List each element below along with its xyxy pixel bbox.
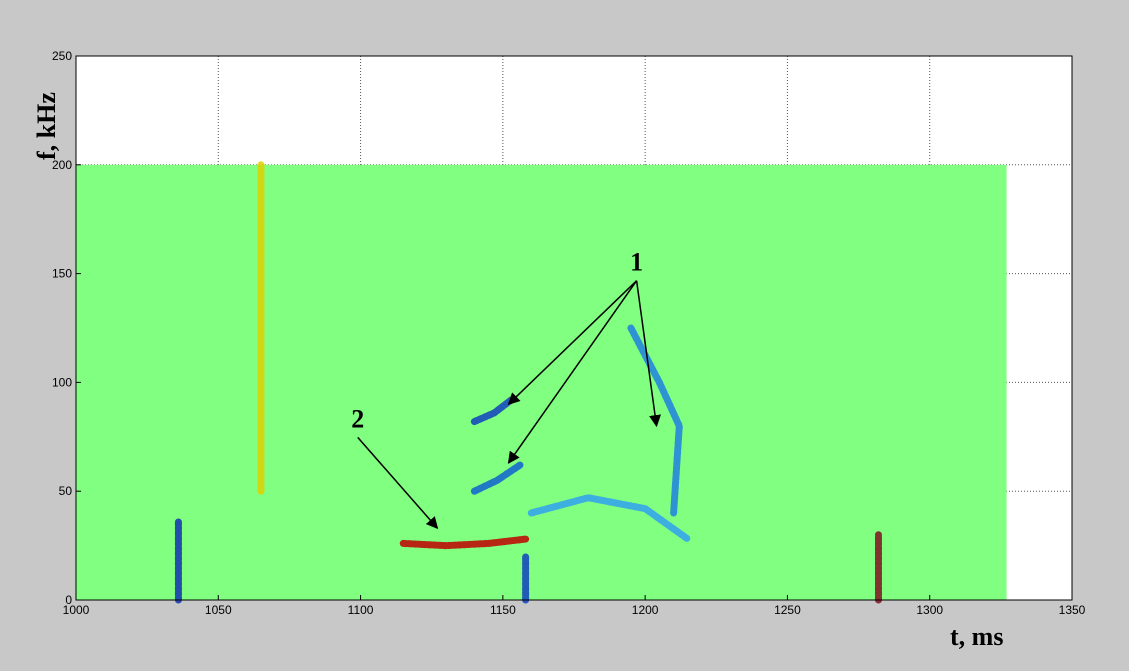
y-tick-label: 200 xyxy=(52,158,72,172)
figure: t, ms f, kHz 100010501100115012001250130… xyxy=(0,0,1129,671)
spectrogram-field xyxy=(76,165,1007,600)
x-tick-label: 1250 xyxy=(774,603,801,617)
y-tick-label: 150 xyxy=(52,267,72,281)
x-tick-label: 1200 xyxy=(632,603,659,617)
x-tick-label: 1100 xyxy=(348,603,374,617)
x-tick-label: 1150 xyxy=(490,603,516,617)
annotation-label: 1 xyxy=(630,248,643,277)
y-axis-label: f, kHz xyxy=(32,92,61,160)
x-axis-label: t, ms xyxy=(950,622,1003,651)
y-tick-label: 250 xyxy=(52,49,72,63)
y-tick-label: 50 xyxy=(59,484,73,498)
y-tick-label: 0 xyxy=(65,593,72,607)
annotation-label: 2 xyxy=(351,404,364,433)
x-tick-label: 1050 xyxy=(205,603,232,617)
x-tick-label: 1300 xyxy=(916,603,943,617)
y-tick-label: 100 xyxy=(52,375,72,389)
x-tick-label: 1350 xyxy=(1059,603,1086,617)
